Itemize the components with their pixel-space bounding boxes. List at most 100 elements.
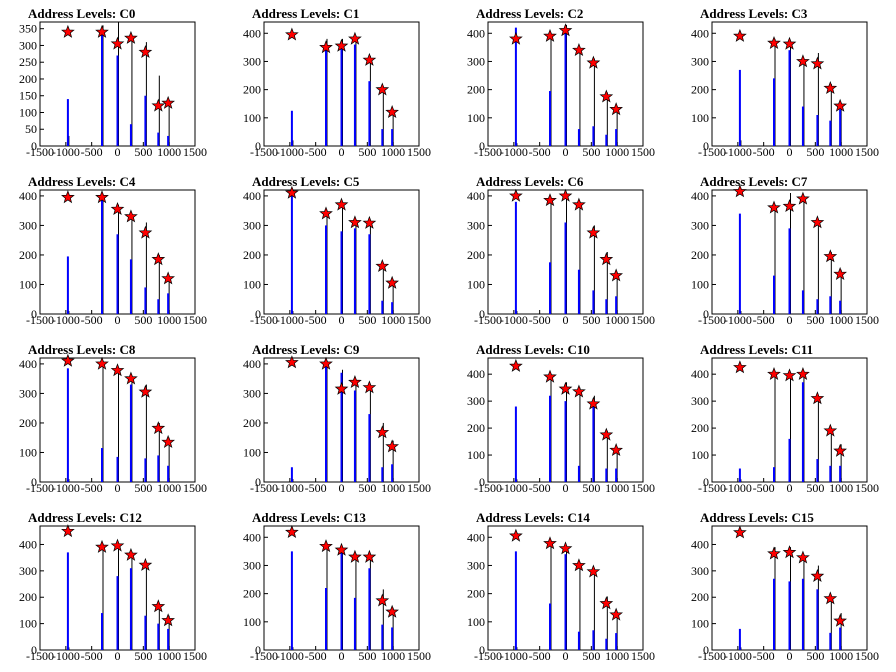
blue-histogram-bar <box>549 262 551 314</box>
blue-histogram-bar <box>829 120 832 146</box>
x-tick-label: 0 <box>787 145 793 159</box>
blue-histogram-bar <box>839 300 842 314</box>
histogram-panel: Address Levels: C0 -1500 -1000 -500 0 500 1000… <box>0 0 224 168</box>
blue-histogram-bar <box>66 99 69 146</box>
x-tick-label: -1000 <box>52 649 80 663</box>
x-tick-label: -1000 <box>500 145 528 159</box>
y-tick-label: 400 <box>243 189 261 203</box>
blue-histogram-bar <box>816 459 819 482</box>
blue-histogram-bar <box>829 296 832 314</box>
x-tick-label: 1500 <box>855 649 879 663</box>
panel-title: Address Levels: C12 <box>28 510 142 525</box>
panel-title: Address Levels: C5 <box>252 174 360 189</box>
blue-histogram-bar <box>549 91 551 146</box>
histogram-panel: Address Levels: C15 -1500 -1000 -500 0 500 100… <box>672 504 896 672</box>
y-tick-label: 100 <box>467 615 485 629</box>
peak-star-marker <box>782 545 797 559</box>
histogram-panel: Address Levels: C7 -1500 -1000 -500 0 500 1000… <box>672 168 896 336</box>
histogram-plot: -1500-1000 -500 0 500 1000 1500 0 100 200 300 400 <box>19 189 207 327</box>
x-tick-label: 1500 <box>407 313 431 327</box>
y-tick-label: 200 <box>19 416 37 430</box>
histogram-panel: Address Levels: C1 -1500 -1000 -500 0 500 1000… <box>224 0 448 168</box>
peak-star-marker <box>124 209 138 223</box>
peak-star-marker <box>733 525 747 539</box>
blue-histogram-bar <box>290 110 293 146</box>
peak-star-marker <box>319 206 333 220</box>
x-tick-label: -1000 <box>276 481 304 495</box>
peak-star-marker <box>95 190 109 204</box>
peak-star-marker <box>586 225 601 239</box>
blue-histogram-bar <box>839 627 842 650</box>
x-tick-label: 500 <box>582 145 600 159</box>
histogram-plot: -1500-1000 -500 0 500 1000 1500 0 100 200 300 400 <box>691 525 879 663</box>
x-tick-label: -1000 <box>52 481 80 495</box>
blue-histogram-bar <box>773 467 775 482</box>
histogram-plot: -1500-1000 -500 0 500 1000 1500 0 100 200 300 400 <box>467 188 655 327</box>
peak-star-marker <box>61 353 75 367</box>
blue-histogram-bar <box>167 465 170 482</box>
blue-histogram-bar <box>391 129 394 146</box>
peak-star-marker <box>543 369 557 383</box>
peak-star-marker <box>782 36 797 50</box>
panel-title: Address Levels: C4 <box>28 174 136 189</box>
y-tick-label: 300 <box>691 54 709 68</box>
peak-star-marker <box>95 356 109 370</box>
blue-histogram-bar <box>325 225 327 314</box>
peak-star-marker <box>285 27 299 41</box>
x-tick-label: 500 <box>806 313 824 327</box>
x-tick-label: 1500 <box>631 481 655 495</box>
x-tick-label: 0 <box>787 313 793 327</box>
blue-histogram-bar <box>788 228 791 314</box>
blue-histogram-bar <box>144 615 147 650</box>
blue-histogram-bar <box>839 465 842 482</box>
blue-histogram-bar <box>592 401 595 482</box>
blue-histogram-bar <box>829 632 832 650</box>
x-tick-label: 1500 <box>183 649 207 663</box>
y-tick-label: 50 <box>25 122 37 136</box>
y-tick-label: 0 <box>479 139 485 153</box>
x-tick-label: 1000 <box>829 313 853 327</box>
peak-star-marker <box>385 275 399 289</box>
peak-star-marker <box>572 42 586 57</box>
x-tick-label: 0 <box>563 313 569 327</box>
y-tick-label: 100 <box>243 445 261 459</box>
x-tick-label: -500 <box>529 649 551 663</box>
x-tick-label: 500 <box>582 313 600 327</box>
x-tick-label: -500 <box>753 649 775 663</box>
peak-star-marker <box>61 524 75 538</box>
peak-star-marker <box>586 55 601 69</box>
x-tick-label: 0 <box>563 145 569 159</box>
y-tick-label: 300 <box>19 38 37 52</box>
x-tick-label: 1000 <box>157 145 181 159</box>
x-tick-label: 1500 <box>407 145 431 159</box>
blue-histogram-bar <box>340 551 343 650</box>
peak-star-marker <box>61 190 75 204</box>
x-tick-label: 1000 <box>381 145 405 159</box>
blue-histogram-bar <box>738 628 741 650</box>
blue-histogram-bar <box>564 401 567 482</box>
blue-histogram-bar <box>368 568 371 650</box>
y-tick-label: 150 <box>19 89 37 103</box>
blue-histogram-bar <box>129 568 132 650</box>
blue-histogram-bar <box>325 47 327 147</box>
y-tick-label: 100 <box>691 617 709 631</box>
y-tick-label: 0 <box>479 475 485 489</box>
peak-star-marker <box>572 558 586 572</box>
x-tick-label: 1500 <box>407 481 431 495</box>
x-tick-label: 1500 <box>183 313 207 327</box>
blue-histogram-bar <box>801 106 804 146</box>
x-tick-label: 1000 <box>381 313 405 327</box>
peak-star-marker <box>348 31 362 45</box>
peak-star-marker <box>95 24 109 38</box>
blue-histogram-bar <box>816 589 819 650</box>
peak-star-marker <box>767 35 781 49</box>
y-tick-label: 400 <box>467 367 485 381</box>
peak-star-marker <box>375 593 390 607</box>
y-tick-label: 200 <box>19 72 37 86</box>
blue-histogram-bar <box>615 129 618 146</box>
x-tick-label: -1000 <box>52 145 80 159</box>
panel-title: Address Levels: C15 <box>700 510 814 525</box>
x-tick-label: 500 <box>582 649 600 663</box>
x-tick-label: 1500 <box>407 649 431 663</box>
